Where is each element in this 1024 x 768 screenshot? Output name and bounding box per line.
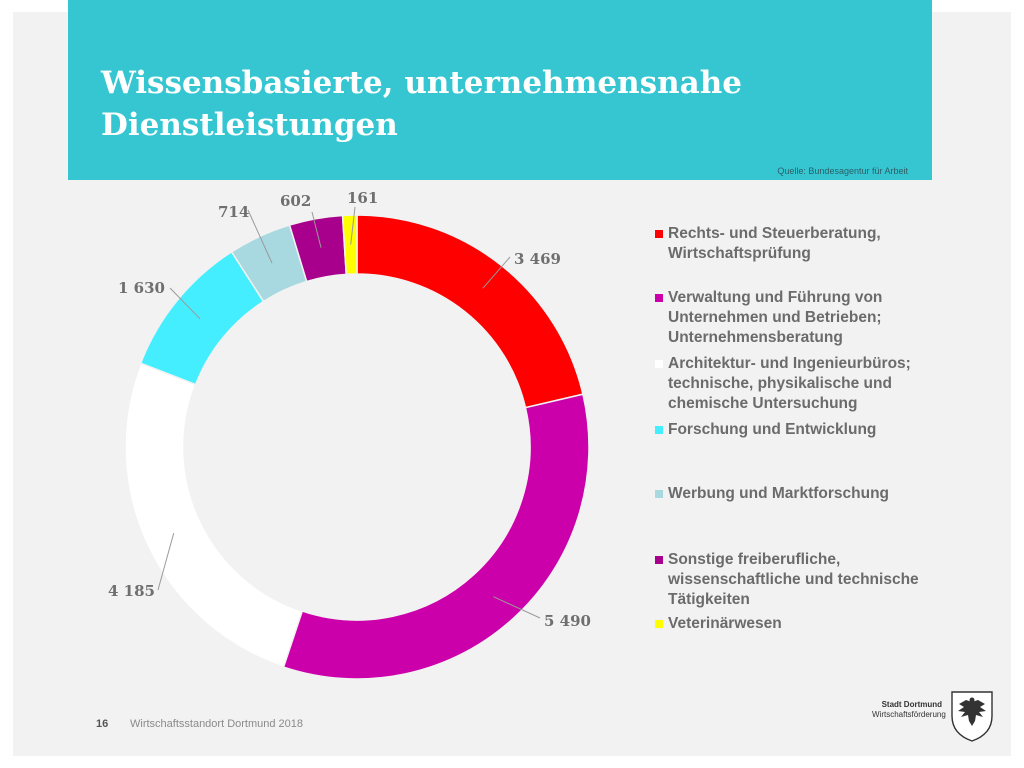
leader-line — [311, 211, 322, 248]
data-label: 5 490 — [544, 612, 591, 630]
leader-line — [247, 209, 273, 264]
footer-text: Wirtschaftsstandort Dortmund 2018 — [130, 718, 304, 730]
data-label: 3 469 — [514, 250, 561, 268]
legend-swatch — [655, 620, 663, 628]
legend-label: Sonstige freiberufliche, wissenschaftlic… — [668, 551, 919, 608]
legend-label: Veterinärwesen — [668, 615, 782, 632]
leader-line — [169, 287, 201, 320]
data-label: 161 — [347, 189, 378, 207]
legend-label: Verwaltung und Führung von Unternehmen u… — [668, 289, 883, 346]
source-note: Quelle: Bundesagentur für Arbeit — [777, 166, 908, 176]
title-line-2: Dienstleistungen — [101, 107, 398, 143]
donut-slice — [356, 214, 584, 409]
legend-swatch — [655, 230, 663, 238]
data-label: 4 185 — [108, 582, 155, 600]
donut-slice — [124, 362, 304, 669]
leader-line — [493, 596, 541, 619]
eagle-crest-icon — [951, 691, 993, 742]
legend-swatch — [655, 360, 663, 368]
data-label: 1 630 — [118, 279, 165, 297]
logo-text: Stadt Dortmund Wirtschaftsförderung — [872, 700, 946, 720]
page-number: 16 — [96, 718, 109, 730]
donut-slice — [282, 393, 590, 680]
leader-line — [350, 206, 356, 245]
data-label: 714 — [218, 203, 249, 221]
logo-line-1: Stadt Dortmund — [881, 700, 942, 709]
legend-swatch — [655, 556, 663, 564]
leader-line — [482, 256, 511, 289]
legend-swatch — [655, 490, 663, 498]
legend-label: Forschung und Entwicklung — [668, 421, 877, 438]
legend-swatch — [655, 426, 663, 434]
header-banner — [68, 0, 932, 180]
legend-label: Architektur- und Ingenieurbüros; technis… — [668, 355, 911, 412]
legend-swatch — [655, 294, 663, 302]
legend-label: Werbung und Marktforschung — [668, 485, 890, 502]
page-title: Wissensbasierte, unternehmensnahe Dienst… — [101, 62, 901, 146]
donut-slice — [341, 214, 358, 276]
logo-line-2: Wirtschaftsförderung — [872, 710, 946, 719]
data-label: 602 — [280, 192, 311, 210]
legend-label: Rechts- und Steuerberatung, Wirtschaftsp… — [668, 225, 881, 262]
leader-line — [157, 533, 175, 591]
title-line-1: Wissensbasierte, unternehmensnahe — [101, 65, 742, 101]
